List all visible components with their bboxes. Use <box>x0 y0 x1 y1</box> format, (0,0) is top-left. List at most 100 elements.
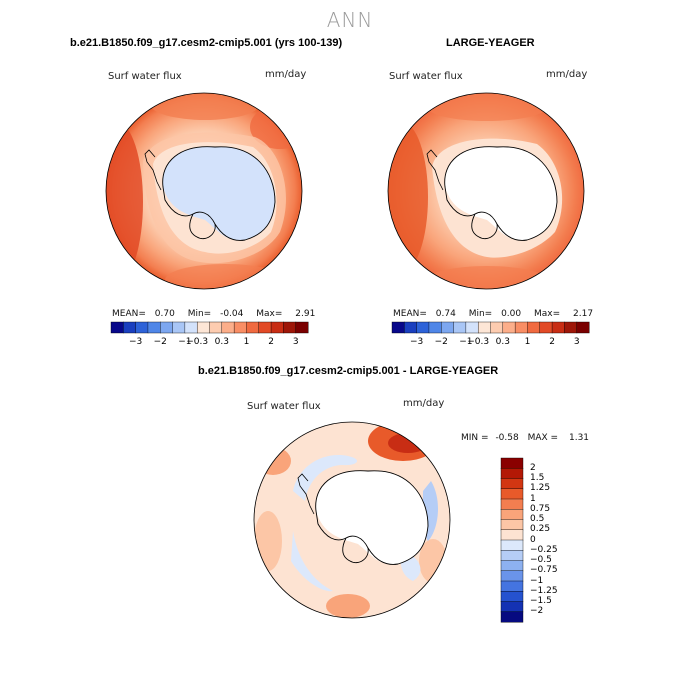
colorbar-swatch <box>500 570 524 582</box>
colorbar-tick-label: −2 <box>530 606 544 617</box>
panel2-mean-label: MEAN= <box>393 309 427 319</box>
panel3-min-label: MIN = <box>461 433 489 443</box>
colorbar-tick-label: 1 <box>530 493 536 504</box>
colorbar-tick-label: −2 <box>434 337 448 347</box>
colorbar-swatch <box>490 321 504 334</box>
colorbar-swatch <box>391 321 405 334</box>
colorbar-tick-label: 3 <box>573 337 580 347</box>
colorbar-swatch <box>500 611 524 623</box>
panel2-mean-value: 0.74 <box>435 309 456 319</box>
panel1-colorbar-ticks: −3 −2 −1 −0.3 0.3 1 2 3 <box>111 337 308 349</box>
panel1-title: b.e21.B1850.f09_g17.cesm2-cmip5.001 (yrs… <box>70 37 343 49</box>
panel2-min-label: Min= <box>468 309 493 319</box>
colorbar-tick-label: −0.5 <box>530 555 552 565</box>
season-title: ANN <box>326 8 374 32</box>
panel2-polar-map <box>387 92 585 290</box>
panel2-stats: MEAN= 0.74 Min= 0.00 Max= 2.17 <box>393 309 593 319</box>
colorbar-swatch <box>500 539 524 551</box>
colorbar-swatch <box>184 321 198 334</box>
panel2-min-value: 0.00 <box>501 309 522 319</box>
colorbar-swatch <box>110 321 124 334</box>
panel3-min-value: -0.58 <box>495 433 519 443</box>
colorbar-tick-label: 2 <box>549 337 555 347</box>
colorbar-swatch <box>564 321 578 334</box>
panel1-mean-value: 0.70 <box>154 309 175 319</box>
panel1-stats: MEAN= 0.70 Min= -0.04 Max= 2.91 <box>112 309 315 319</box>
colorbar-swatch <box>196 321 211 334</box>
colorbar-tick-label: −2 <box>153 337 167 347</box>
colorbar-swatch <box>416 321 430 334</box>
colorbar-tick-label: −0.25 <box>530 544 558 555</box>
colorbar-tick-label: −1 <box>178 337 192 347</box>
colorbar-swatch <box>477 321 492 334</box>
panel3-title: b.e21.B1850.f09_g17.cesm2-cmip5.001 - LA… <box>198 365 499 377</box>
colorbar-swatch <box>258 321 272 334</box>
colorbar-tick-label: 3 <box>292 337 299 347</box>
panel1-variable-label: Surf water flux <box>108 71 182 82</box>
panel2-colorbar <box>391 321 590 334</box>
panel1-colorbar <box>110 321 309 334</box>
colorbar-tick-label: 1.25 <box>530 483 551 494</box>
panel2-title: LARGE-YEAGER <box>446 37 535 49</box>
colorbar-swatch <box>500 468 524 480</box>
panel1-min-label: Min= <box>187 309 212 319</box>
colorbar-swatch <box>123 321 137 334</box>
colorbar-swatch <box>551 321 565 334</box>
panel1-mean-label: MEAN= <box>112 309 146 319</box>
colorbar-swatch <box>514 321 528 334</box>
colorbar-swatch <box>527 321 541 334</box>
colorbar-tick-label: 0.5 <box>530 514 545 524</box>
colorbar-swatch <box>221 321 235 334</box>
colorbar-tick-label: 0.3 <box>214 337 229 347</box>
colorbar-tick-label: 2 <box>530 462 536 473</box>
colorbar-swatch <box>500 550 524 562</box>
panel1-polar-map <box>105 92 303 290</box>
panel1-max-label: Max= <box>256 309 283 319</box>
panel1-max-value: 2.91 <box>295 309 316 319</box>
colorbar-swatch <box>172 321 186 334</box>
colorbar-tick-label: 2 <box>268 337 274 347</box>
colorbar-tick-label: −0.3 <box>186 337 209 347</box>
colorbar-swatch <box>135 321 149 334</box>
colorbar-tick-label: −3 <box>409 337 424 347</box>
colorbar-tick-label: 0.3 <box>495 337 510 347</box>
colorbar-tick-label: −1.25 <box>530 585 558 596</box>
colorbar-tick-label: −1.5 <box>530 596 552 606</box>
colorbar-tick-label: 1.5 <box>530 473 545 483</box>
colorbar-swatch <box>428 321 442 334</box>
colorbar-swatch <box>500 509 524 521</box>
panel3-colorbar <box>500 457 524 623</box>
panel3-colorbar-ticks: 2 1.5 1.25 1 0.75 0.5 0.25 0 −0.25 −0.5 −0.75 −1 −1.… <box>530 458 590 622</box>
colorbar-swatch <box>270 321 284 334</box>
colorbar-swatch <box>500 457 524 469</box>
colorbar-swatch <box>500 478 524 490</box>
colorbar-swatch <box>160 321 174 334</box>
panel1-min-value: -0.04 <box>220 309 244 319</box>
panel3-variable-label: Surf water flux <box>247 401 321 412</box>
panel2-colorbar-ticks: −3 −2 −1 −0.3 0.3 1 2 3 <box>392 337 589 349</box>
colorbar-swatch <box>500 519 524 531</box>
colorbar-swatch <box>441 321 455 334</box>
colorbar-tick-label: −1 <box>530 575 544 586</box>
panel2-variable-label: Surf water flux <box>389 71 463 82</box>
colorbar-swatch <box>209 321 223 334</box>
colorbar-tick-label: 1 <box>524 337 531 347</box>
colorbar-swatch <box>147 321 161 334</box>
colorbar-swatch <box>576 321 590 334</box>
panel3-max-value: 1.31 <box>568 433 590 443</box>
panel3-polar-map <box>253 421 451 619</box>
colorbar-swatch <box>500 591 524 603</box>
colorbar-swatch <box>500 560 524 572</box>
colorbar-swatch <box>233 321 247 334</box>
colorbar-swatch <box>539 321 553 334</box>
panel2-max-label: Max= <box>534 309 561 319</box>
colorbar-swatch <box>500 580 524 592</box>
panel2-units-label: mm/day <box>546 69 588 80</box>
colorbar-swatch <box>404 321 418 334</box>
colorbar-swatch <box>465 321 479 334</box>
colorbar-swatch <box>500 498 524 510</box>
colorbar-tick-label: −3 <box>128 337 143 347</box>
colorbar-swatch <box>246 321 260 334</box>
colorbar-swatch <box>500 529 524 541</box>
colorbar-swatch <box>502 321 516 334</box>
